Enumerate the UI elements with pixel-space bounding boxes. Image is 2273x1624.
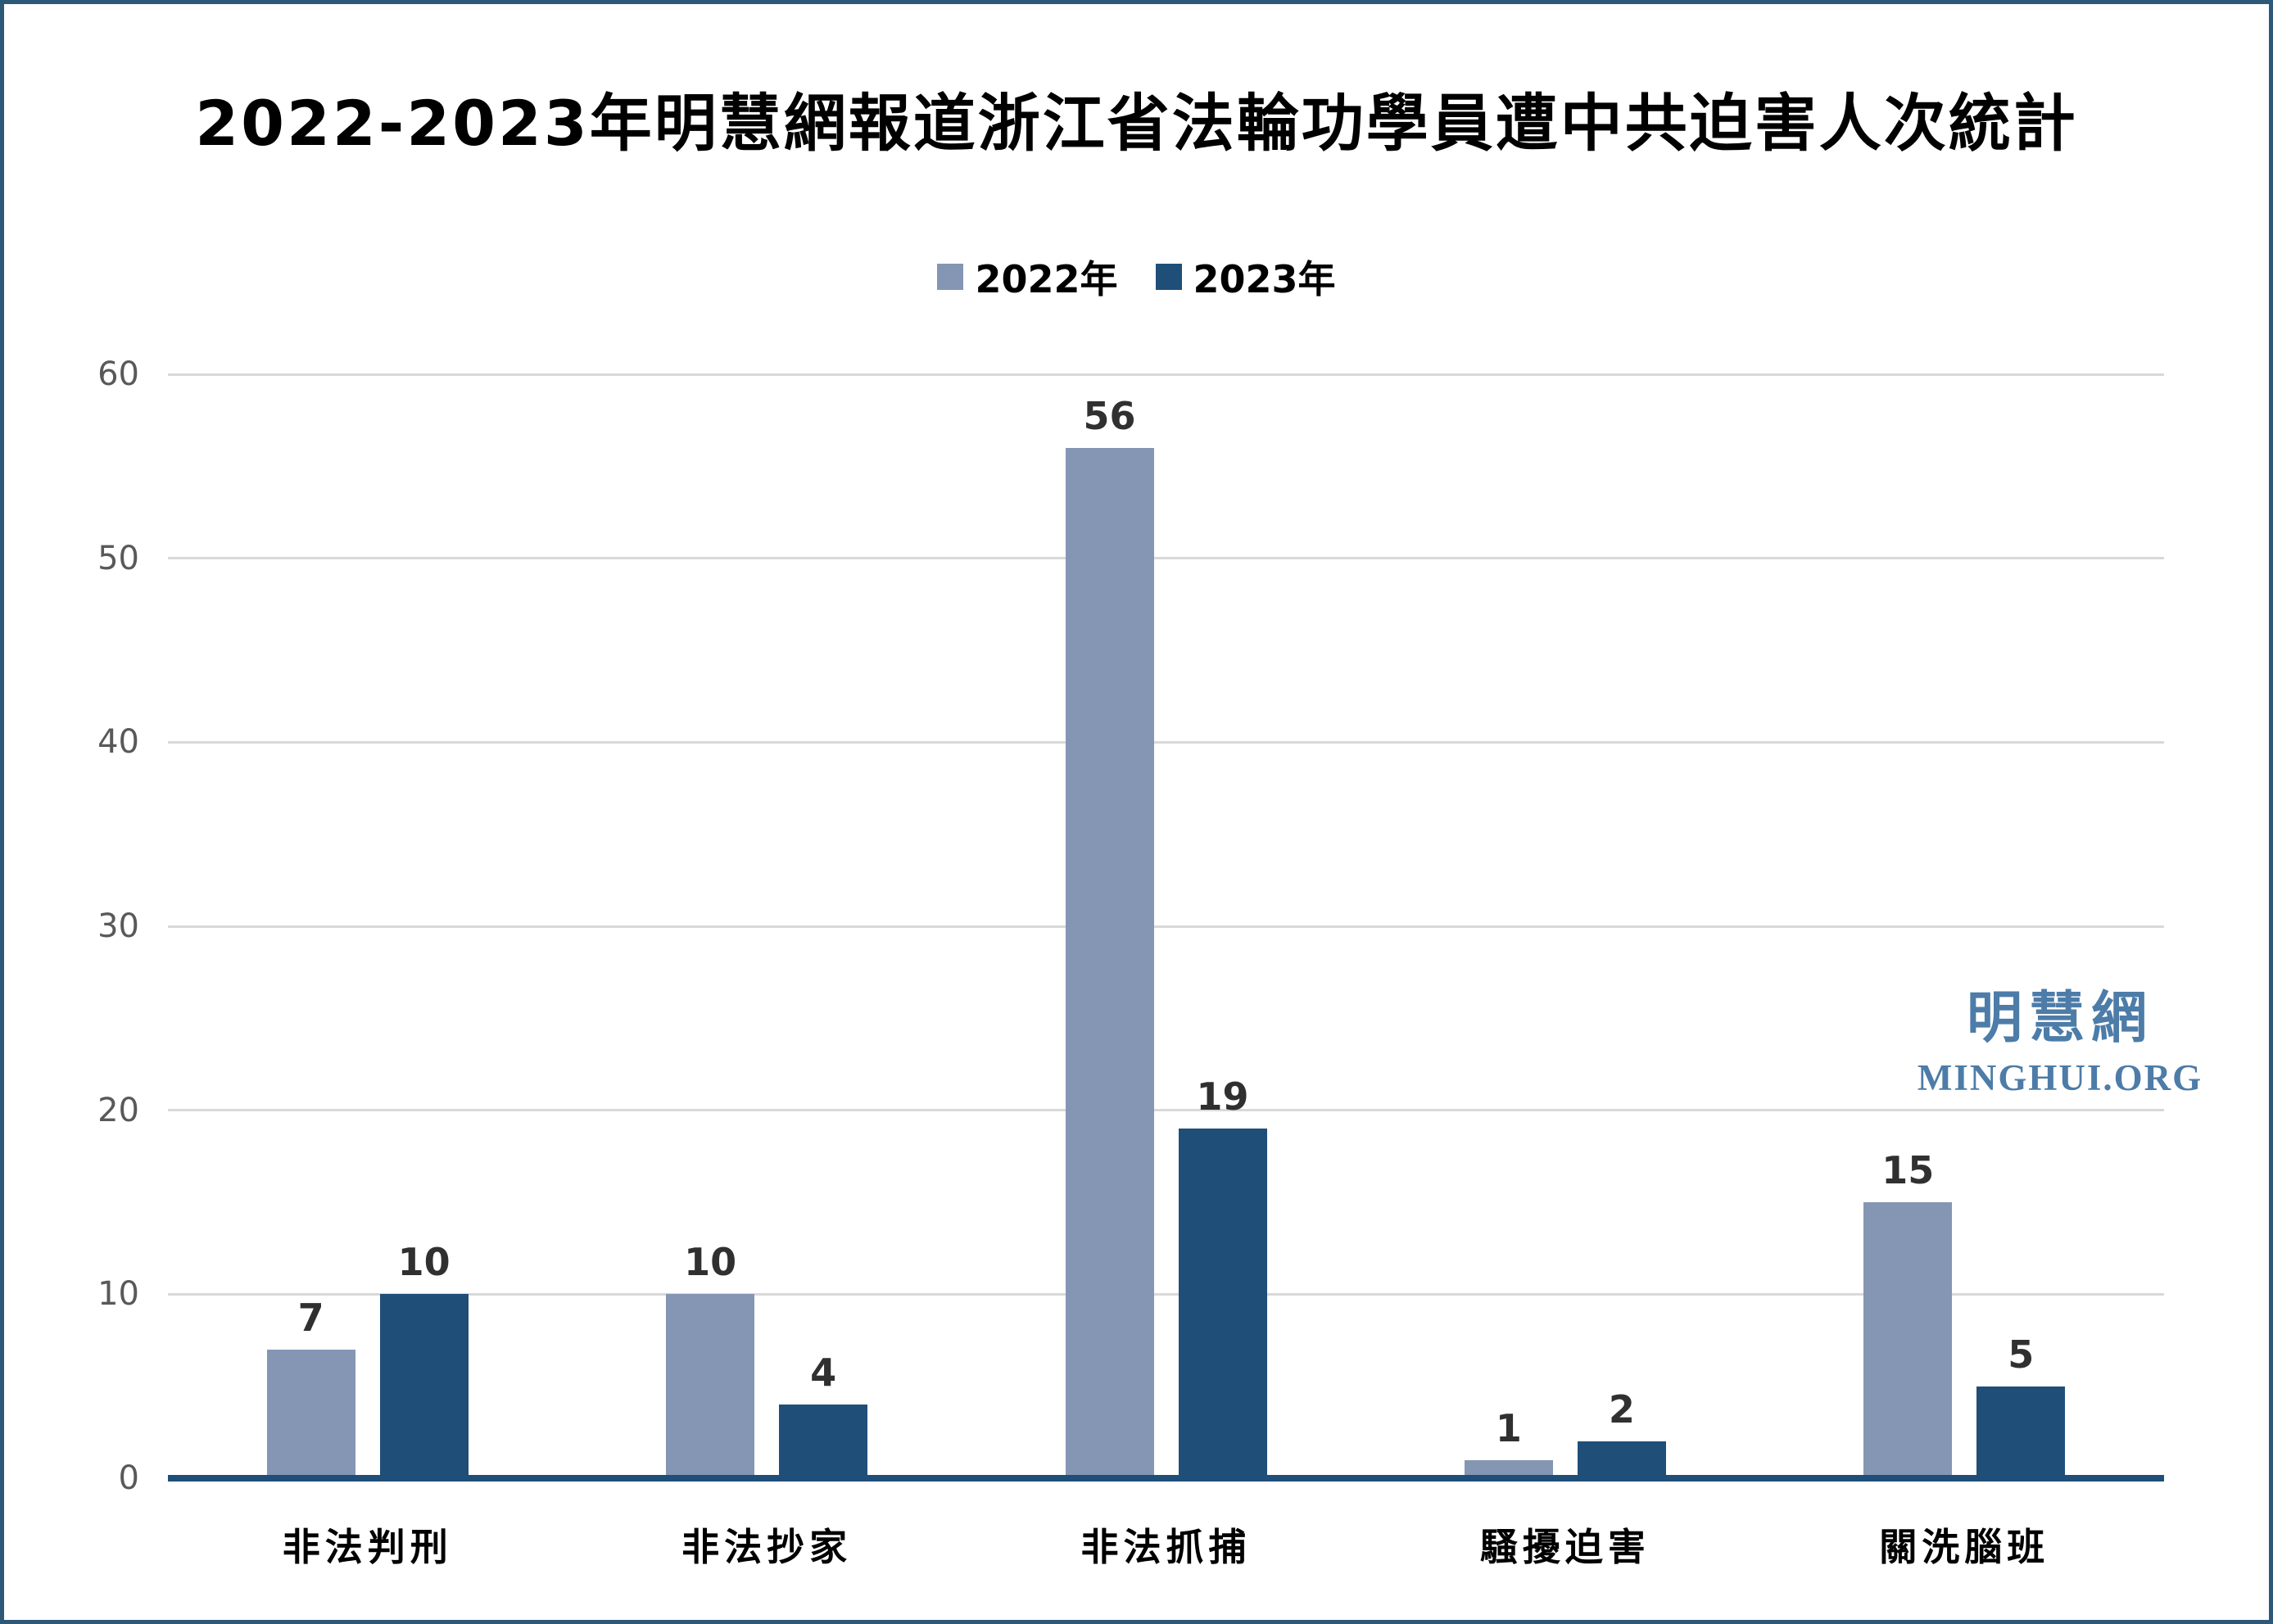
bar-2023年-非法判刑: [379, 1294, 469, 1478]
bar-2022年-關洗腦班: [1863, 1202, 1953, 1478]
gridline-10: [168, 1292, 2164, 1296]
legend-item-2023: 2023年: [1155, 250, 1336, 304]
bar-value-label: 2: [1608, 1387, 1635, 1432]
y-axis-label-0: 0: [118, 1459, 139, 1497]
y-axis-label-10: 10: [97, 1275, 139, 1314]
bar-2022年-非法抓捕: [1065, 447, 1154, 1478]
y-axis-label-40: 40: [97, 723, 139, 762]
watermark-url: MINGHUI.ORG: [1917, 1057, 2203, 1098]
category-label-3: 非法抓捕: [1080, 1525, 1252, 1569]
category-label-4: 騷擾迫害: [1479, 1525, 1650, 1569]
bar-2023年-非法抄家: [779, 1405, 868, 1478]
watermark: 明慧網 MINGHUI.ORG: [1888, 991, 2232, 1097]
bar-2022年-非法判刑: [266, 1349, 355, 1478]
y-axis-label-60: 60: [97, 355, 139, 393]
legend-label-2022: 2022年: [975, 257, 1118, 301]
gridline-50: [168, 557, 2164, 560]
bar-2022年-騷擾迫害: [1464, 1459, 1553, 1478]
bar-value-label: 10: [397, 1240, 451, 1285]
bar-2023年-騷擾迫害: [1577, 1441, 1666, 1478]
y-axis-label-30: 30: [97, 907, 139, 945]
legend-swatch-2023-icon: [1155, 264, 1182, 290]
gridline-40: [168, 740, 2164, 744]
x-axis-line: [168, 1475, 2164, 1482]
legend: 2022年 2023年: [4, 250, 2269, 304]
bar-2023年-非法抓捕: [1178, 1129, 1267, 1478]
y-axis-label-20: 20: [97, 1091, 139, 1129]
watermark-chinese: 明慧網: [1966, 986, 2153, 1051]
category-label-5: 關洗腦班: [1879, 1525, 2050, 1569]
bar-value-label: 15: [1881, 1148, 1935, 1192]
legend-label-2023: 2023年: [1193, 257, 1336, 301]
chart-title: 2022-2023年明慧網報道浙江省法輪功學員遭中共迫害人次統計: [195, 87, 2078, 160]
legend-item-2022: 2022年: [937, 250, 1118, 304]
bar-value-label: 1: [1495, 1405, 1522, 1450]
plot-area: 0 10 20 30 40 50 60 7 10 非法判刑 10 4 非法抄家 56 19 非法抓捕 1 2 騷擾迫…: [4, 4, 2269, 1620]
y-axis-label-50: 50: [97, 539, 139, 577]
bar-2023年-關洗腦班: [1976, 1386, 2066, 1478]
bar-value-label: 10: [684, 1240, 737, 1285]
gridline-20: [168, 1109, 2164, 1112]
gridline-60: [168, 373, 2164, 376]
category-label-2: 非法抄家: [681, 1525, 853, 1569]
gridline-30: [168, 925, 2164, 928]
legend-swatch-2022-icon: [937, 264, 964, 290]
bar-value-label: 5: [2008, 1332, 2035, 1377]
bar-value-label: 4: [810, 1350, 837, 1396]
bar-value-label: 7: [297, 1295, 324, 1340]
bar-2022年-非法抄家: [666, 1294, 755, 1478]
bar-value-label: 19: [1196, 1074, 1249, 1120]
category-label-1: 非法判刑: [282, 1525, 453, 1569]
bar-value-label: 56: [1083, 393, 1136, 438]
